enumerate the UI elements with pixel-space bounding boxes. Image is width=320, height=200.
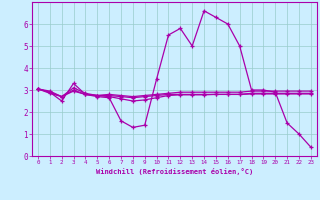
X-axis label: Windchill (Refroidissement éolien,°C): Windchill (Refroidissement éolien,°C) <box>96 168 253 175</box>
